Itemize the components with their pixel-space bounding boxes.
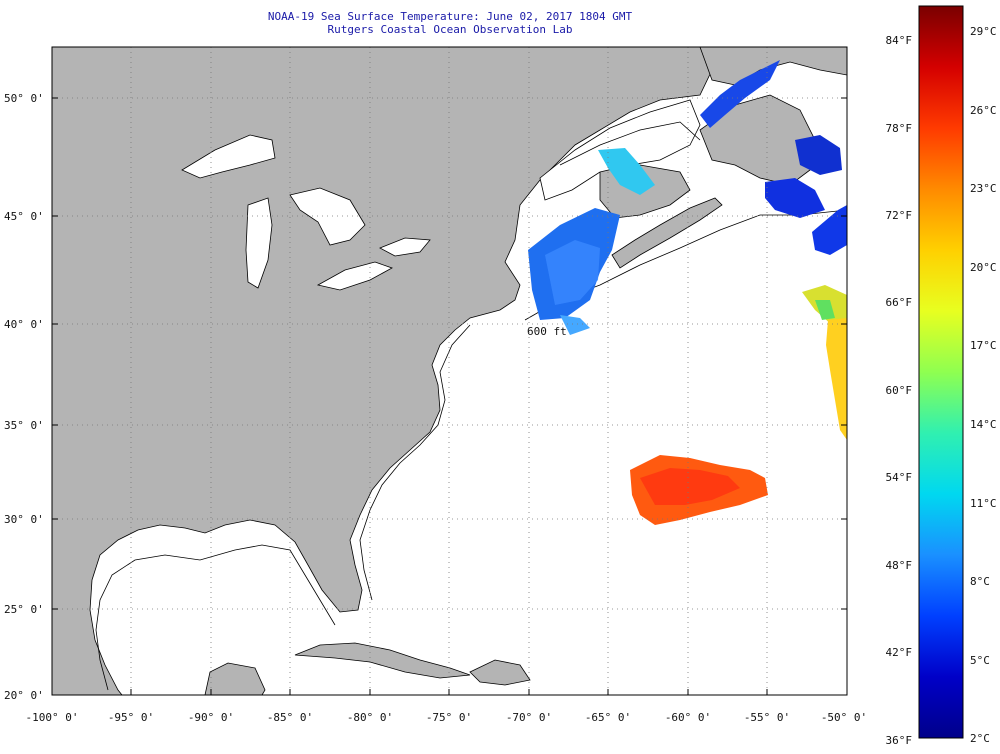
lon-label: -55° 0' (744, 711, 790, 724)
lon-label: -85° 0' (267, 711, 313, 724)
lat-label: 25° 0' (4, 603, 44, 616)
lon-label: -60° 0' (665, 711, 711, 724)
c-label: 5°C (970, 654, 990, 667)
sst-scotian-edge (560, 315, 590, 335)
map-ticks (52, 97, 847, 695)
lon-label: -95° 0' (108, 711, 154, 724)
longitude-labels: -100° 0' -95° 0' -90° 0' -85° 0' -80° 0'… (26, 711, 868, 724)
lon-label: -75° 0' (426, 711, 472, 724)
f-label: 48°F (886, 559, 913, 572)
sst-east-newfoundland (795, 135, 842, 175)
sst-labrador-coast (700, 60, 780, 128)
map-subtitle: Rutgers Coastal Ocean Observation Lab (327, 23, 573, 36)
latitude-labels: 50° 0' 45° 0' 40° 0' 35° 0' 30° 0' 25° 0… (4, 92, 44, 702)
lat-label: 35° 0' (4, 419, 44, 432)
lake-michigan (245, 197, 273, 289)
f-label: 84°F (886, 34, 913, 47)
lake-superior (181, 134, 276, 179)
f-label: 54°F (886, 471, 913, 484)
lon-label: -50° 0' (821, 711, 867, 724)
lon-label: -100° 0' (26, 711, 79, 724)
fahrenheit-labels: 84°F 78°F 72°F 66°F 60°F 54°F 48°F 42°F … (886, 34, 913, 747)
sst-pei (598, 148, 655, 195)
f-label: 42°F (886, 646, 913, 659)
lon-label: -80° 0' (347, 711, 393, 724)
c-label: 11°C (970, 497, 997, 510)
graticule (52, 47, 847, 695)
lon-label: -65° 0' (585, 711, 631, 724)
isobath-label: 600 ft (527, 325, 567, 338)
c-label: 29°C (970, 25, 997, 38)
map-title: NOAA-19 Sea Surface Temperature: June 02… (267, 10, 633, 23)
c-label: 14°C (970, 418, 997, 431)
lat-label: 45° 0' (4, 210, 44, 223)
c-label: 8°C (970, 575, 990, 588)
c-label: 17°C (970, 339, 997, 352)
c-label: 20°C (970, 261, 997, 274)
f-label: 36°F (886, 734, 913, 747)
color-scale-bar (918, 5, 964, 739)
sst-grand-banks (812, 205, 847, 255)
f-label: 78°F (886, 122, 913, 135)
lat-label: 40° 0' (4, 318, 44, 331)
lon-label: -90° 0' (188, 711, 234, 724)
lat-label: 20° 0' (4, 689, 44, 702)
lon-label: -70° 0' (506, 711, 552, 724)
lat-label: 50° 0' (4, 92, 44, 105)
land-nova-scotia (611, 197, 723, 269)
lake-huron (289, 187, 366, 246)
land-yucatan (204, 662, 266, 695)
c-label: 2°C (970, 732, 990, 745)
lake-erie (316, 261, 393, 291)
celsius-labels: 29°C 26°C 23°C 20°C 17°C 14°C 11°C 8°C 5… (970, 25, 997, 745)
sst-patches (528, 60, 847, 525)
f-label: 72°F (886, 209, 913, 222)
lat-label: 30° 0' (4, 513, 44, 526)
sst-sargasso-core (640, 468, 740, 505)
f-label: 66°F (886, 296, 913, 309)
c-label: 23°C (970, 182, 997, 195)
sst-east-green (815, 300, 835, 320)
lake-ontario (379, 237, 431, 257)
sst-newfoundland-south (765, 178, 825, 218)
sst-east-yellow (826, 318, 847, 440)
c-label: 26°C (970, 104, 997, 117)
sst-gulf-of-maine-core (545, 240, 600, 305)
land-hispaniola (469, 659, 531, 686)
f-label: 60°F (886, 384, 913, 397)
land-cuba (294, 642, 471, 679)
